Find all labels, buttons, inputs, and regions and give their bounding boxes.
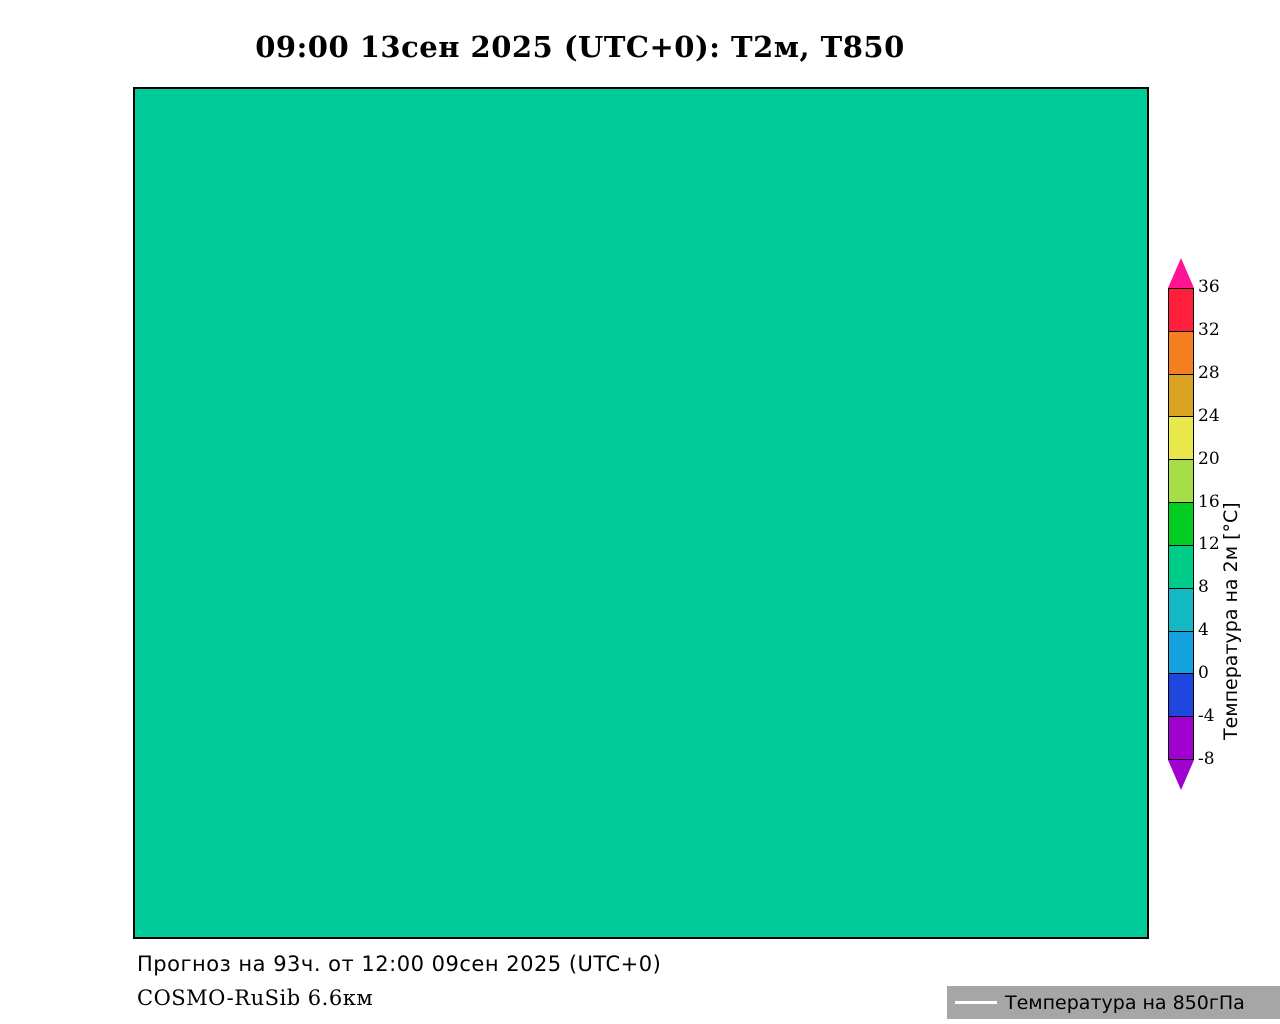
colorbar-tick-20: 20 [1198, 448, 1220, 469]
model-name-line: COSMO-RuSib 6.6км [137, 986, 374, 1010]
colorbar-band-10 [1169, 717, 1193, 759]
colorbar-bands [1168, 288, 1194, 760]
colorbar-tick-16: 16 [1198, 491, 1220, 512]
colorbar-band-0 [1169, 289, 1193, 332]
colorbar [1168, 258, 1194, 790]
colorbar-tick-4: 4 [1198, 620, 1209, 641]
page-title: 09:00 13сен 2025 (UTC+0): T2м, T850 [255, 30, 905, 64]
colorbar-tick-32: 32 [1198, 319, 1220, 340]
colorbar-tick--4: -4 [1198, 706, 1215, 727]
t850-legend: Температура на 850гПа [947, 986, 1280, 1019]
colorbar-band-9 [1169, 674, 1193, 718]
colorbar-tick-12: 12 [1198, 534, 1220, 555]
colorbar-tick-28: 28 [1198, 362, 1220, 383]
forecast-info-line: Прогноз на 93ч. от 12:00 09сен 2025 (UTC… [137, 952, 662, 976]
colorbar-tick-8: 8 [1198, 577, 1209, 598]
temperature-map-canvas[interactable] [135, 89, 1147, 937]
colorbar-tick-36: 36 [1198, 277, 1220, 297]
colorbar-band-8 [1169, 631, 1193, 675]
colorbar-band-4 [1169, 460, 1193, 504]
colorbar-tick-0: 0 [1198, 663, 1209, 684]
map-panel[interactable] [133, 87, 1149, 939]
t850-legend-label: Температура на 850гПа [1005, 991, 1245, 1014]
colorbar-band-7 [1169, 588, 1193, 632]
t850-line-swatch [955, 1001, 997, 1004]
colorbar-band-5 [1169, 503, 1193, 546]
colorbar-under-arrow [1168, 760, 1194, 790]
colorbar-tick-labels: 36 32 28 24 20 16 12 8 4 0 -4 -8 [1198, 258, 1238, 790]
colorbar-tick-24: 24 [1198, 405, 1220, 426]
colorbar-axis-label: Температура на 2м [°C] [1220, 502, 1242, 740]
colorbar-band-6 [1169, 545, 1193, 589]
colorbar-band-2 [1169, 374, 1193, 418]
colorbar-tick--8: -8 [1198, 749, 1215, 769]
colorbar-band-3 [1169, 417, 1193, 461]
colorbar-band-1 [1169, 331, 1193, 375]
colorbar-over-arrow [1168, 258, 1194, 288]
